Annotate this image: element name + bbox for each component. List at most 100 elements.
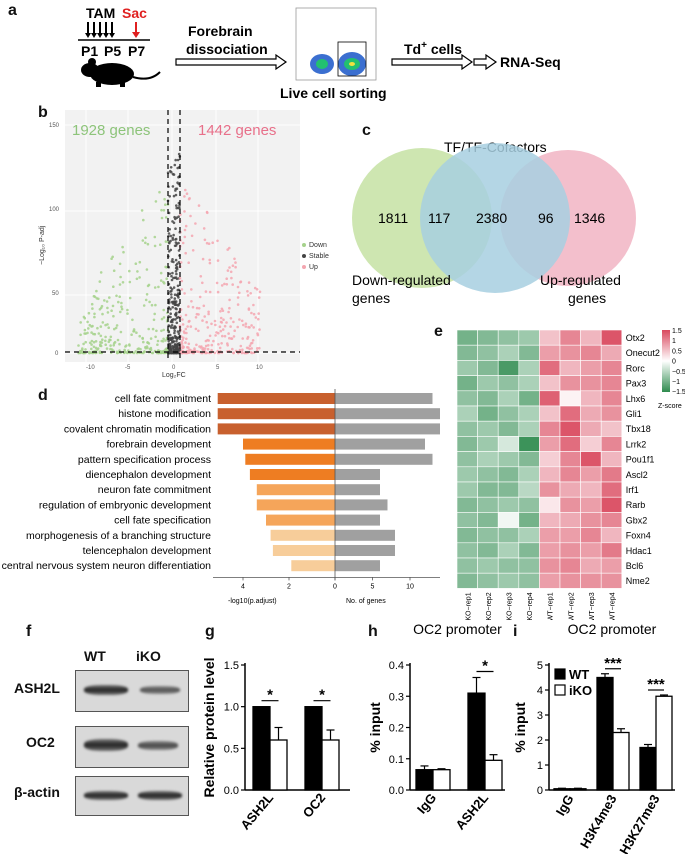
volcano-point [236, 325, 239, 329]
zscore-colorbar [662, 330, 670, 392]
volcano-point [199, 346, 203, 349]
volcano-point [81, 348, 84, 352]
volcano-point [176, 288, 180, 292]
heatmap-cell [456, 466, 478, 483]
volcano-point [198, 350, 201, 354]
heatmap-cell [559, 557, 581, 574]
volcano-point [146, 341, 149, 344]
volcano-point [204, 344, 208, 348]
go-term-label: neuron fate commitment [98, 484, 211, 496]
heatmap-cell [539, 542, 561, 559]
zscore-tick: −0.5 [672, 369, 685, 376]
volcano-point [173, 326, 176, 330]
heatmap-cell [539, 436, 561, 452]
heatmap-cell [477, 375, 499, 392]
heatmap-cell [559, 481, 581, 498]
timepoint-p5: P5 [104, 43, 121, 59]
bar-wt [415, 769, 434, 791]
svg-text:0: 0 [55, 351, 59, 357]
volcano-point [195, 306, 199, 310]
heatmap-cell [456, 360, 478, 376]
heatmap-cell [600, 360, 623, 376]
volcano-point [152, 318, 156, 322]
volcano-point [79, 349, 82, 353]
volcano-point [174, 238, 177, 241]
volcano-point [173, 334, 177, 338]
volcano-point [177, 152, 181, 156]
heatmap-cell [559, 344, 581, 361]
volcano-point [92, 345, 96, 349]
volcano-point [144, 241, 147, 245]
volcano-point [201, 319, 204, 322]
volcano-point [239, 280, 242, 284]
volcano-point [238, 291, 241, 295]
volcano-point [240, 319, 244, 323]
volcano-point [153, 312, 156, 316]
go-term-label: cell fate commitment [115, 393, 211, 405]
hollow-arrow-2 [391, 53, 474, 71]
heatmap-cell [600, 527, 623, 544]
volcano-point [90, 343, 93, 346]
volcano-point [94, 340, 98, 343]
volcano-point [103, 299, 106, 302]
y-tick-label: 0 [537, 785, 543, 797]
venn-count-up-only: 1346 [574, 210, 605, 226]
volcano-point [108, 296, 111, 299]
volcano-point [169, 286, 172, 289]
heatmap-cell [600, 344, 623, 361]
go-bar-ngenes [335, 393, 433, 404]
heatmap-cell [497, 436, 520, 452]
volcano-point [250, 347, 253, 350]
heatmap-gene-label: Hdac1 [626, 546, 652, 556]
panel-i-chip-histone: OC2 promoter 0 1 2 3 4 5 % input IgG H3K4me3 *** H3… [512, 621, 675, 854]
y-tick-label: 1.5 [224, 660, 239, 672]
volcano-point [183, 235, 187, 239]
volcano-point [225, 283, 229, 286]
volcano-point [253, 286, 257, 290]
heatmap-cell [559, 390, 581, 407]
heatmap-cell [518, 557, 540, 574]
panel-label-a: a [8, 2, 17, 19]
heatmap-cell [600, 542, 623, 559]
volcano-point [161, 340, 165, 343]
volcano-point [233, 329, 236, 332]
volcano-point [175, 321, 179, 325]
volcano-point [149, 346, 153, 350]
volcano-point [117, 300, 120, 304]
volcano-point [169, 312, 172, 315]
heatmap-cell [539, 557, 561, 574]
significance-star: * [267, 687, 273, 704]
heatmap-gene-label: Pax3 [626, 379, 647, 389]
volcano-point [162, 328, 165, 332]
volcano-point [216, 290, 220, 294]
go-bar-ngenes [335, 453, 433, 465]
heatmap-cell [497, 420, 520, 437]
volcano-point [176, 330, 180, 333]
venn-down-label-1: Down-regulated [352, 272, 451, 288]
volcano-point [154, 303, 157, 307]
volcano-point [184, 327, 188, 331]
category-label: IgG [414, 790, 439, 816]
category-label: ASH2L [452, 790, 491, 832]
heatmap-cell [518, 527, 540, 544]
volcano-point [155, 329, 158, 333]
volcano-point [79, 321, 82, 324]
panel-label-f: f [26, 623, 32, 640]
volcano-point [228, 306, 231, 310]
volcano-point [170, 278, 174, 282]
heatmap-cell [497, 390, 520, 407]
volcano-point [99, 306, 103, 310]
volcano-point [138, 276, 141, 279]
go-bar-padj [291, 560, 335, 572]
volcano-point [185, 331, 188, 335]
volcano-point [128, 269, 131, 273]
svg-text:Stable: Stable [309, 253, 329, 260]
heatmap-cell [600, 451, 623, 468]
protein-label-beta-actin: β-actin [14, 784, 60, 800]
category-label: ASH2L [237, 790, 276, 832]
heatmap-gene-label: Gbx2 [626, 515, 648, 525]
heatmap-cell [456, 512, 478, 528]
volcano-point [258, 328, 261, 331]
mouse-icon [81, 58, 161, 87]
y-tick-label: 0.1 [389, 754, 404, 766]
